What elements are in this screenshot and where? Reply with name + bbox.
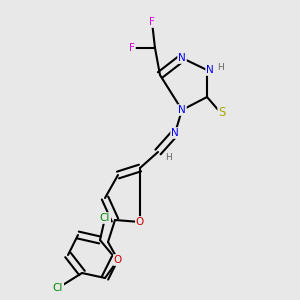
Text: F: F	[149, 17, 155, 27]
Text: H: H	[165, 152, 171, 161]
Text: O: O	[136, 217, 144, 227]
Text: N: N	[178, 53, 186, 63]
Text: N: N	[171, 128, 179, 138]
Text: Cl: Cl	[100, 213, 110, 223]
Text: N: N	[178, 105, 186, 115]
Text: N: N	[206, 65, 214, 75]
Text: H: H	[217, 64, 224, 73]
Text: Cl: Cl	[53, 283, 63, 293]
Text: F: F	[129, 43, 135, 53]
Text: S: S	[218, 106, 226, 118]
Text: O: O	[114, 255, 122, 265]
